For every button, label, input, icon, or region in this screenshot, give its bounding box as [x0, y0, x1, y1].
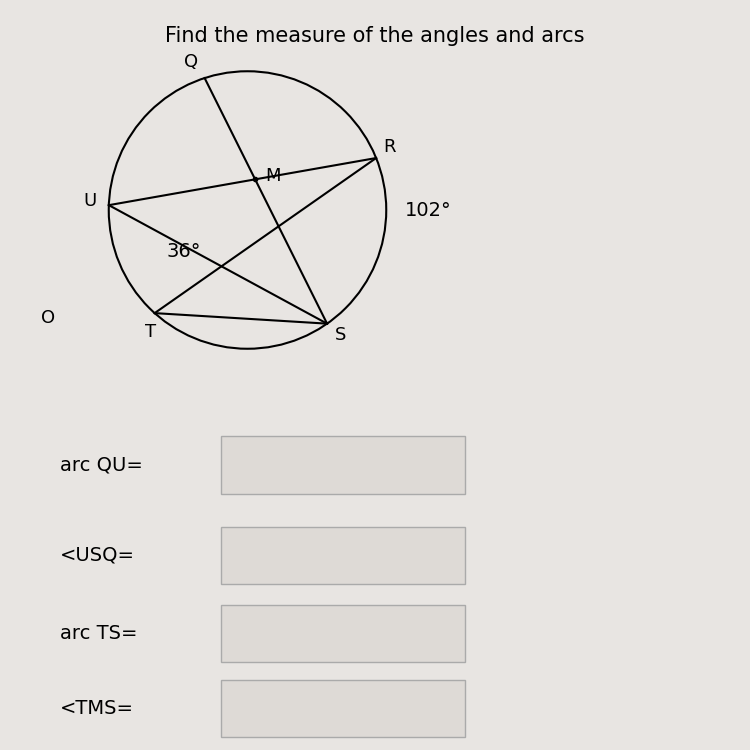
Text: U: U: [83, 193, 97, 211]
Text: Q: Q: [184, 53, 198, 70]
Text: O: O: [40, 310, 55, 328]
Text: arc TS=: arc TS=: [60, 624, 137, 644]
Text: M: M: [265, 167, 280, 185]
Text: <TMS=: <TMS=: [60, 699, 134, 718]
Text: arc QU=: arc QU=: [60, 455, 142, 475]
Text: 102°: 102°: [405, 200, 451, 220]
Text: R: R: [383, 138, 396, 156]
FancyBboxPatch shape: [221, 605, 465, 662]
Text: S: S: [335, 326, 346, 344]
Text: T: T: [146, 322, 157, 340]
Text: <USQ=: <USQ=: [60, 545, 135, 565]
FancyBboxPatch shape: [221, 436, 465, 494]
FancyBboxPatch shape: [221, 680, 465, 737]
Text: 36°: 36°: [166, 242, 201, 261]
Text: Find the measure of the angles and arcs: Find the measure of the angles and arcs: [165, 26, 585, 46]
FancyBboxPatch shape: [221, 526, 465, 584]
